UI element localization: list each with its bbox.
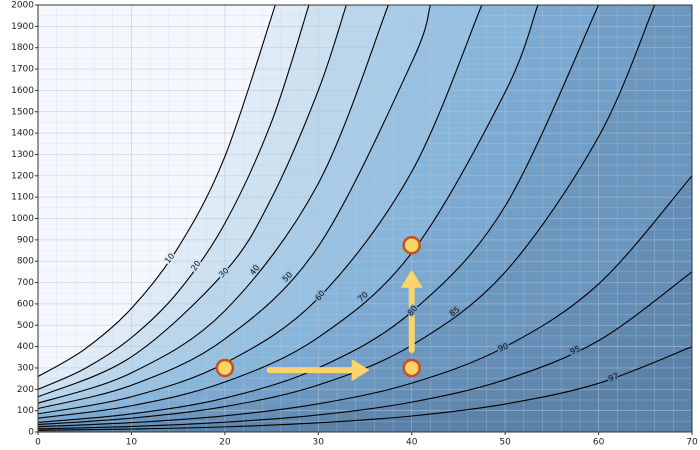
y-tick-label: 700 — [17, 278, 34, 288]
y-tick-label: 200 — [17, 385, 34, 395]
y-tick-label: 2000 — [11, 1, 34, 11]
x-tick-label: 20 — [219, 438, 231, 448]
contour-line — [38, 5, 431, 410]
y-tick-label: 1700 — [11, 65, 34, 75]
x-tick-label: 0 — [35, 438, 41, 448]
y-tick-label: 400 — [17, 342, 34, 352]
marker — [215, 358, 235, 378]
y-tick-label: 0 — [28, 428, 34, 438]
x-tick-label: 10 — [126, 438, 138, 448]
y-tick-label: 1600 — [11, 86, 34, 96]
plot-area — [38, 5, 692, 432]
x-tick-label: 40 — [406, 438, 418, 448]
contour-line — [38, 5, 483, 415]
y-tick-label: 1800 — [11, 43, 34, 53]
y-tick-label: 900 — [17, 235, 34, 245]
y-tick-label: 800 — [17, 257, 34, 267]
arrow-head — [351, 359, 370, 382]
y-tick-label: 1000 — [11, 214, 34, 224]
contour-line — [38, 5, 310, 390]
y-tick-label: 1400 — [11, 129, 34, 139]
contour-line — [38, 271, 692, 430]
contour-line — [38, 5, 656, 426]
contour-line — [38, 5, 389, 404]
x-tick-label: 50 — [499, 438, 511, 448]
y-tick-label: 1300 — [11, 150, 34, 160]
y-tick-label: 600 — [17, 299, 34, 309]
y-tick-label: 1900 — [11, 22, 34, 32]
contour-line — [38, 5, 539, 419]
x-tick-label: 70 — [686, 438, 698, 448]
y-tick-label: 100 — [17, 406, 34, 416]
x-tick-label: 60 — [593, 438, 605, 448]
arrow-head — [400, 269, 423, 288]
y-tick-label: 300 — [17, 363, 34, 373]
y-tick-label: 500 — [17, 321, 34, 331]
marker — [402, 358, 421, 378]
marker — [402, 235, 421, 255]
y-tick-label: 1500 — [11, 107, 34, 117]
y-tick-label: 1100 — [11, 193, 34, 203]
contour-line — [38, 5, 600, 423]
contour-line — [38, 346, 692, 431]
y-tick-label: 1200 — [11, 171, 34, 181]
contour-line — [38, 175, 692, 428]
contour-line — [38, 5, 347, 398]
contour-line — [38, 5, 276, 377]
x-tick-label: 30 — [313, 438, 325, 448]
contour-fill — [38, 271, 692, 432]
